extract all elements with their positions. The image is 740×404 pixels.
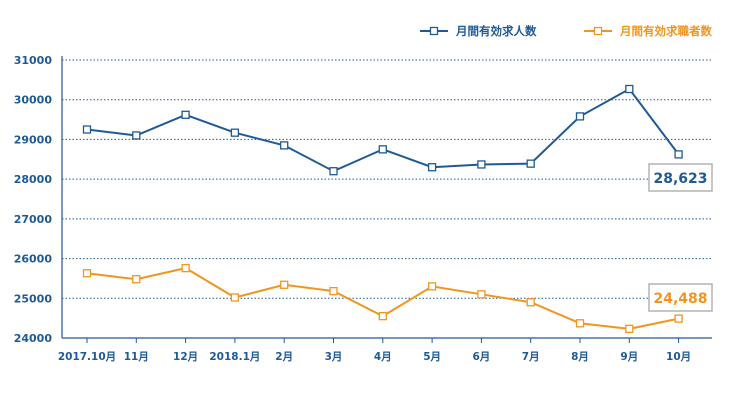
y-tick-label: 27000 <box>14 213 53 226</box>
data-point <box>82 269 92 278</box>
y-tick-label: 31000 <box>14 54 53 67</box>
data-point <box>526 159 535 168</box>
y-tick-label: 28000 <box>14 173 53 186</box>
data-point <box>181 110 190 119</box>
data-point <box>674 150 683 159</box>
end-value-label: 28,623 <box>653 171 707 187</box>
data-point <box>477 290 486 299</box>
data-point <box>280 280 289 289</box>
end-value-box <box>648 163 713 192</box>
x-tick-label: 2月 <box>275 351 293 363</box>
data-point <box>575 112 585 121</box>
data-point <box>329 167 338 176</box>
y-tick-label: 24000 <box>14 332 53 345</box>
x-tick-label: 2018.1月 <box>209 351 260 363</box>
data-point <box>526 298 535 307</box>
x-tick-label: 9月 <box>620 351 638 363</box>
data-point <box>427 282 437 291</box>
legend-marker <box>429 26 439 36</box>
y-tick-label: 29000 <box>14 133 53 146</box>
y-tick-label: 26000 <box>14 253 53 266</box>
data-point <box>378 312 387 321</box>
x-tick-label: 4月 <box>374 351 392 363</box>
x-tick-label: 11月 <box>124 351 149 363</box>
series-line-1 <box>86 87 680 173</box>
y-tick-label: 30000 <box>14 94 53 107</box>
data-point <box>378 145 387 154</box>
x-tick-label: 12月 <box>173 351 198 363</box>
data-point <box>427 163 437 172</box>
x-tick-label: 7月 <box>522 351 540 363</box>
data-point <box>181 263 190 273</box>
data-point <box>132 131 141 140</box>
x-tick-label: 2017.10月 <box>58 351 116 363</box>
data-point <box>132 275 141 284</box>
data-point <box>230 293 240 302</box>
end-value-box <box>648 283 713 312</box>
x-tick-label: 6月 <box>472 351 490 363</box>
data-point <box>625 84 634 94</box>
legend-marker <box>593 26 603 36</box>
data-point <box>329 286 338 296</box>
x-tick-label: 8月 <box>571 351 589 363</box>
legend-label: 月間有効求職者数 <box>619 24 712 38</box>
end-value-label: 24,488 <box>653 291 707 307</box>
x-tick-label: 10月 <box>666 351 691 363</box>
legend-label: 月間有効求人数 <box>455 24 537 38</box>
data-point <box>280 141 289 150</box>
data-point <box>575 319 585 328</box>
x-tick-label: 3月 <box>325 351 343 363</box>
x-tick-label: 5月 <box>423 351 441 363</box>
data-point <box>674 314 683 323</box>
data-point <box>82 125 92 134</box>
data-point <box>477 160 486 169</box>
data-point <box>625 324 634 334</box>
data-point <box>230 128 240 137</box>
y-tick-label: 25000 <box>14 292 53 305</box>
